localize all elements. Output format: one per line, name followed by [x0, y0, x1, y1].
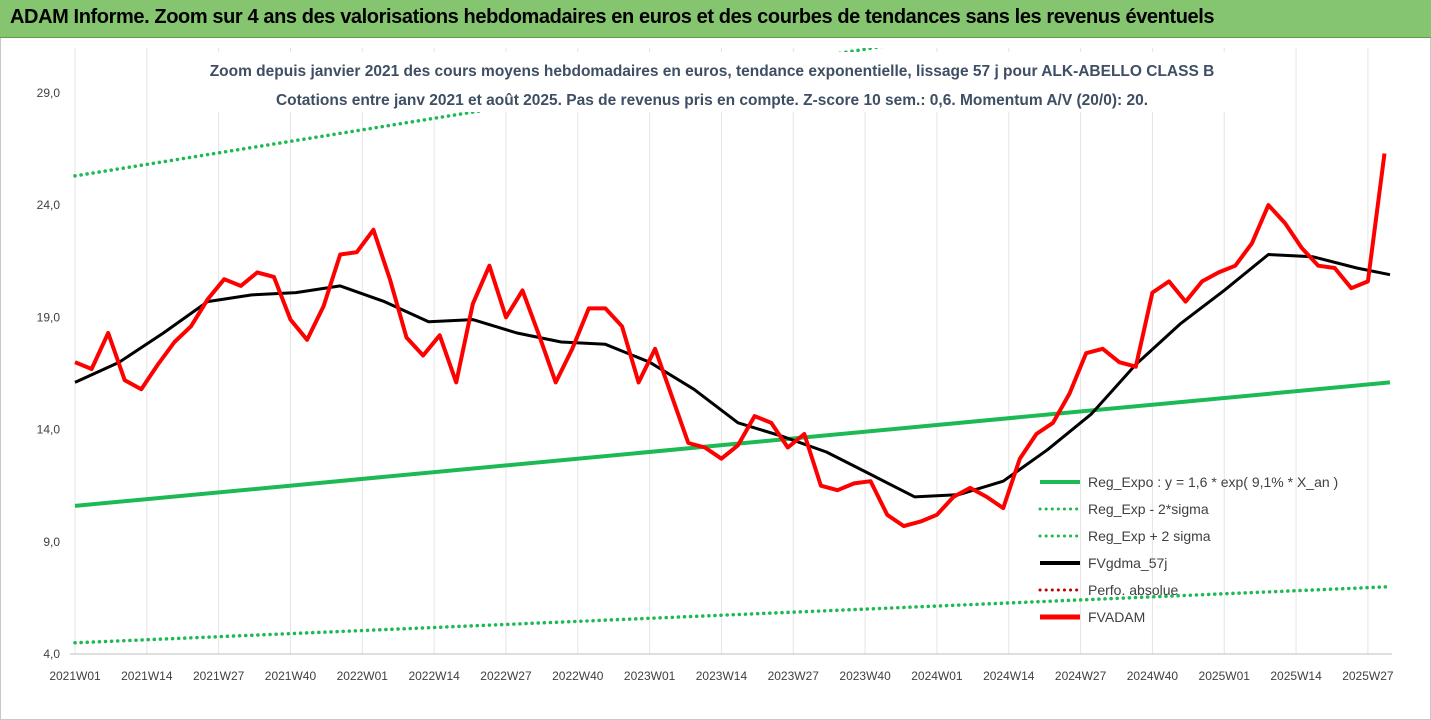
- report-title: ADAM Informe. Zoom sur 4 ans des valoris…: [10, 6, 1215, 28]
- x-tick-label: 2023W40: [839, 669, 891, 683]
- x-tick-label: 2025W14: [1270, 669, 1322, 683]
- x-tick-label: 2024W40: [1127, 669, 1179, 683]
- series-line-5: [74, 153, 1387, 529]
- legend: Reg_Expo : y = 1,6 * exp( 9,1% * X_an ) R…: [1038, 474, 1338, 625]
- x-tick-label: 2024W01: [911, 669, 963, 683]
- legend-label: Perfo. absolue: [1088, 582, 1178, 598]
- series-line-0: [74, 380, 1391, 508]
- report-banner: ADAM Informe. Zoom sur 4 ans des valoris…: [0, 0, 1431, 38]
- plot-area: [70, 48, 1390, 654]
- y-tick-label: 24,0: [37, 198, 61, 212]
- subtitle-box: [200, 52, 1225, 112]
- x-tick-label: 2021W40: [265, 669, 317, 683]
- legend-label: FVgdma_57j: [1088, 555, 1167, 571]
- x-tick-label: 2022W01: [337, 669, 389, 683]
- x-tick-label: 2025W27: [1342, 669, 1394, 683]
- x-tick-label: 2023W14: [696, 669, 748, 683]
- x-tick-label: 2025W01: [1199, 669, 1251, 683]
- x-tick-label: 2023W27: [768, 669, 820, 683]
- y-tick-label: 9,0: [43, 535, 60, 549]
- x-tick-label: 2021W01: [49, 669, 101, 683]
- y-tick-label: 29,0: [37, 86, 61, 100]
- x-tick-label: 2021W27: [193, 669, 245, 683]
- x-axis-labels: 2021W01 2021W14 2021W27 2021W40 2022W01 2022W…: [49, 669, 1394, 683]
- chart-subtitle: Cotations entre janv 2021 et août 2025. …: [276, 92, 1148, 109]
- x-tick-label: 2022W14: [408, 669, 460, 683]
- x-tick-label: 2022W40: [552, 669, 604, 683]
- y-axis-labels: 4,0 9,0 14,0 19,0 24,0 29,0: [37, 86, 61, 661]
- y-tick-label: 14,0: [37, 423, 61, 437]
- legend-label: Reg_Expo : y = 1,6 * exp( 9,1% * X_an ): [1088, 474, 1338, 490]
- y-tick-label: 19,0: [37, 310, 61, 324]
- chart-title: Zoom depuis janvier 2021 des cours moyen…: [210, 63, 1215, 80]
- legend-label: Reg_Exp + 2 sigma: [1088, 528, 1211, 544]
- legend-label: FVADAM: [1088, 609, 1145, 625]
- x-tick-label: 2023W01: [624, 669, 676, 683]
- x-tick-label: 2024W27: [1055, 669, 1107, 683]
- x-tick-label: 2024W14: [983, 669, 1035, 683]
- x-tick-label: 2021W14: [121, 669, 173, 683]
- y-tick-label: 4,0: [43, 647, 60, 661]
- series-line-3: [74, 253, 1391, 499]
- series-line-1: [73, 584, 1392, 645]
- x-tick-label: 2022W27: [480, 669, 532, 683]
- legend-label: Reg_Exp - 2*sigma: [1088, 501, 1209, 517]
